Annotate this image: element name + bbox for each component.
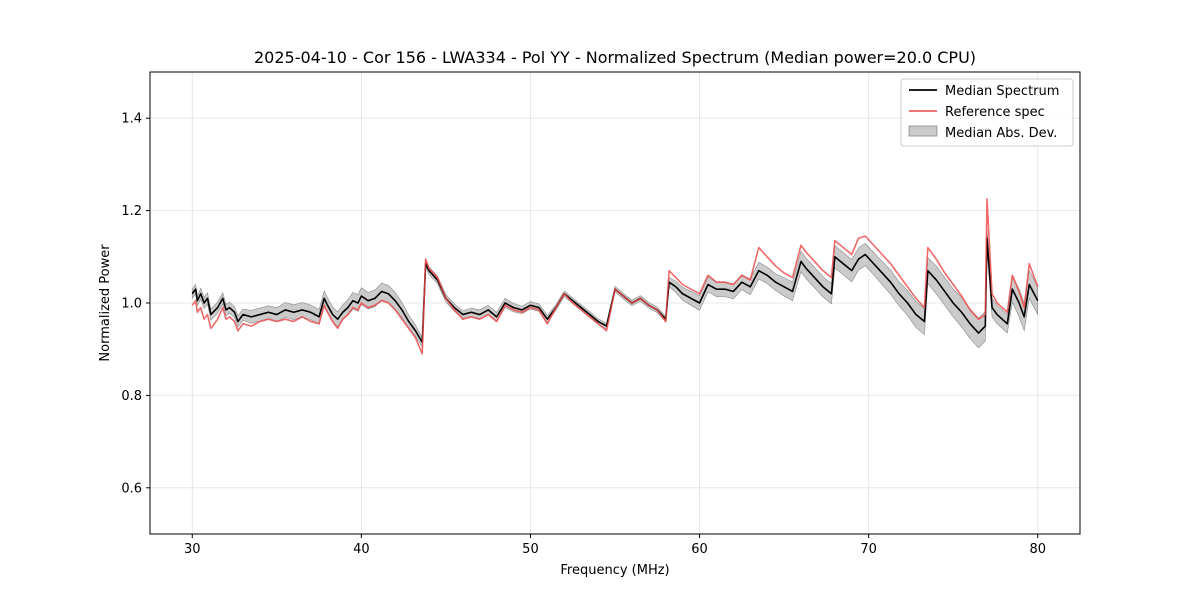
reference-spectrum-line [191,198,1039,355]
series-layer [191,198,1039,355]
legend-label-median: Median Spectrum [945,84,1059,99]
x-tick-label: 80 [1029,542,1046,557]
x-tick-label: 40 [353,542,370,557]
y-tick-label: 1.2 [121,204,142,219]
x-tick-label: 30 [184,542,201,557]
legend-label-mad: Median Abs. Dev. [945,126,1057,141]
y-tick-label: 1.4 [121,112,142,127]
legend-label-reference: Reference spec [945,105,1045,120]
y-tick-label: 0.8 [121,389,142,404]
x-tick-label: 60 [691,542,708,557]
x-tick-label: 50 [522,542,539,557]
y-axis-label: Normalized Power [98,244,113,362]
legend-swatch-mad [908,125,938,137]
x-axis-label: Frequency (MHz) [560,563,669,578]
y-tick-label: 1.0 [121,297,142,312]
legend-box [900,78,1074,147]
median-spectrum-line [191,237,1039,344]
chart-title: 2025-04-10 - Cor 156 - LWA334 - Pol YY -… [254,48,976,67]
legend: Median Spectrum Reference spec Median Ab… [900,78,1074,147]
y-tick-label: 0.6 [121,481,142,496]
x-axis-ticks: 30 40 50 60 70 80 [184,534,1046,557]
y-axis-ticks: 0.6 0.8 1.0 1.2 1.4 [121,112,150,496]
x-tick-label: 70 [860,542,877,557]
